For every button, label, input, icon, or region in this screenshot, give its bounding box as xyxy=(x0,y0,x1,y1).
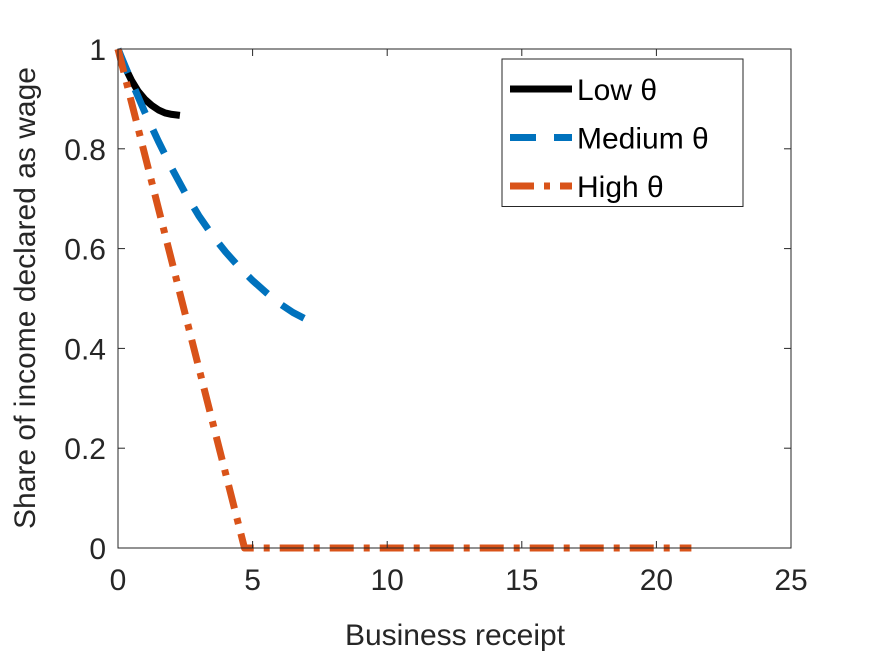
series-line-1 xyxy=(114,47,181,119)
y-tick-label: 0.6 xyxy=(64,234,106,267)
y-tick-label: 0 xyxy=(89,533,106,566)
x-tick-label: 5 xyxy=(244,564,261,597)
legend: Low θ Medium θ High θ xyxy=(501,58,744,207)
x-tick-label: 10 xyxy=(371,564,404,597)
legend-label-3: High θ xyxy=(577,171,664,204)
x-tick-label: 0 xyxy=(110,564,127,597)
x-tick-label: 15 xyxy=(505,564,538,597)
legend-label-2: Medium θ xyxy=(577,123,709,156)
legend-label-1: Low θ xyxy=(577,74,657,107)
axes: 0 5 10 15 20 25 0 0.2 0.4 0.6 0.8 1 xyxy=(64,34,807,597)
axes-box xyxy=(117,48,792,549)
legend-box xyxy=(501,58,744,207)
y-tick-label: 0.8 xyxy=(64,134,106,167)
y-axis-label: Share of income declared as wage xyxy=(9,67,42,529)
y-tick-label: 0.2 xyxy=(64,433,106,466)
series-line-2 xyxy=(114,47,322,328)
x-tick-label: 25 xyxy=(774,564,807,597)
x-tick-label: 20 xyxy=(640,564,673,597)
y-tick-label: 0.4 xyxy=(64,333,106,366)
x-axis-label: Business receipt xyxy=(345,619,566,652)
y-tick-label: 1 xyxy=(89,34,106,67)
